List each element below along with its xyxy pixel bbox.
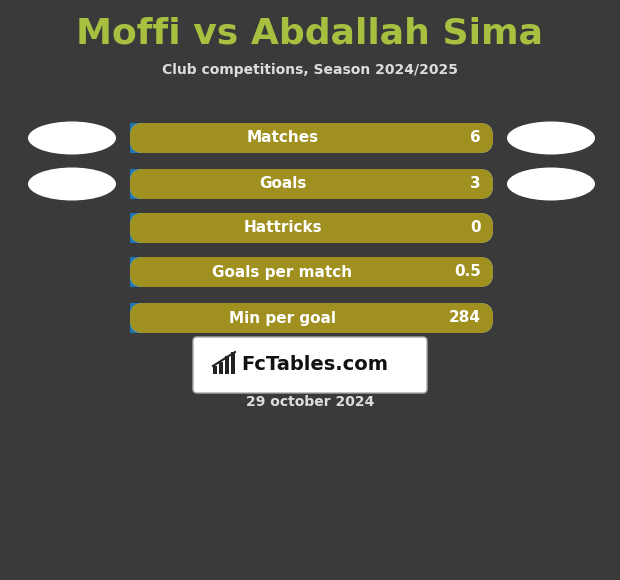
- Bar: [130, 123, 311, 153]
- Text: Hattricks: Hattricks: [243, 220, 322, 235]
- FancyBboxPatch shape: [130, 303, 493, 333]
- FancyBboxPatch shape: [130, 257, 493, 287]
- FancyBboxPatch shape: [130, 123, 493, 153]
- Bar: [219, 362, 223, 374]
- Text: Matches: Matches: [246, 130, 319, 146]
- Text: 284: 284: [449, 310, 481, 325]
- FancyBboxPatch shape: [130, 257, 493, 287]
- Text: FcTables.com: FcTables.com: [241, 354, 388, 374]
- Text: Min per goal: Min per goal: [229, 310, 336, 325]
- Bar: [130, 213, 311, 243]
- Bar: [231, 352, 235, 374]
- Text: 6: 6: [470, 130, 481, 146]
- Bar: [213, 366, 217, 374]
- Text: Club competitions, Season 2024/2025: Club competitions, Season 2024/2025: [162, 63, 458, 77]
- FancyBboxPatch shape: [130, 123, 493, 153]
- Bar: [130, 303, 311, 333]
- Bar: [225, 356, 229, 374]
- Ellipse shape: [28, 121, 116, 154]
- FancyBboxPatch shape: [130, 213, 493, 243]
- FancyBboxPatch shape: [193, 337, 427, 393]
- Text: Goals per match: Goals per match: [213, 264, 353, 280]
- Text: 3: 3: [471, 176, 481, 191]
- Text: 0.5: 0.5: [454, 264, 481, 280]
- Text: Goals: Goals: [259, 176, 306, 191]
- Text: 0: 0: [471, 220, 481, 235]
- Text: Moffi vs Abdallah Sima: Moffi vs Abdallah Sima: [76, 16, 544, 50]
- Ellipse shape: [507, 168, 595, 201]
- FancyBboxPatch shape: [130, 213, 493, 243]
- FancyBboxPatch shape: [130, 169, 493, 199]
- FancyBboxPatch shape: [130, 169, 493, 199]
- Ellipse shape: [28, 168, 116, 201]
- Text: 29 october 2024: 29 october 2024: [246, 395, 374, 409]
- FancyBboxPatch shape: [130, 303, 493, 333]
- Bar: [130, 257, 311, 287]
- Bar: [130, 169, 311, 199]
- Ellipse shape: [507, 121, 595, 154]
